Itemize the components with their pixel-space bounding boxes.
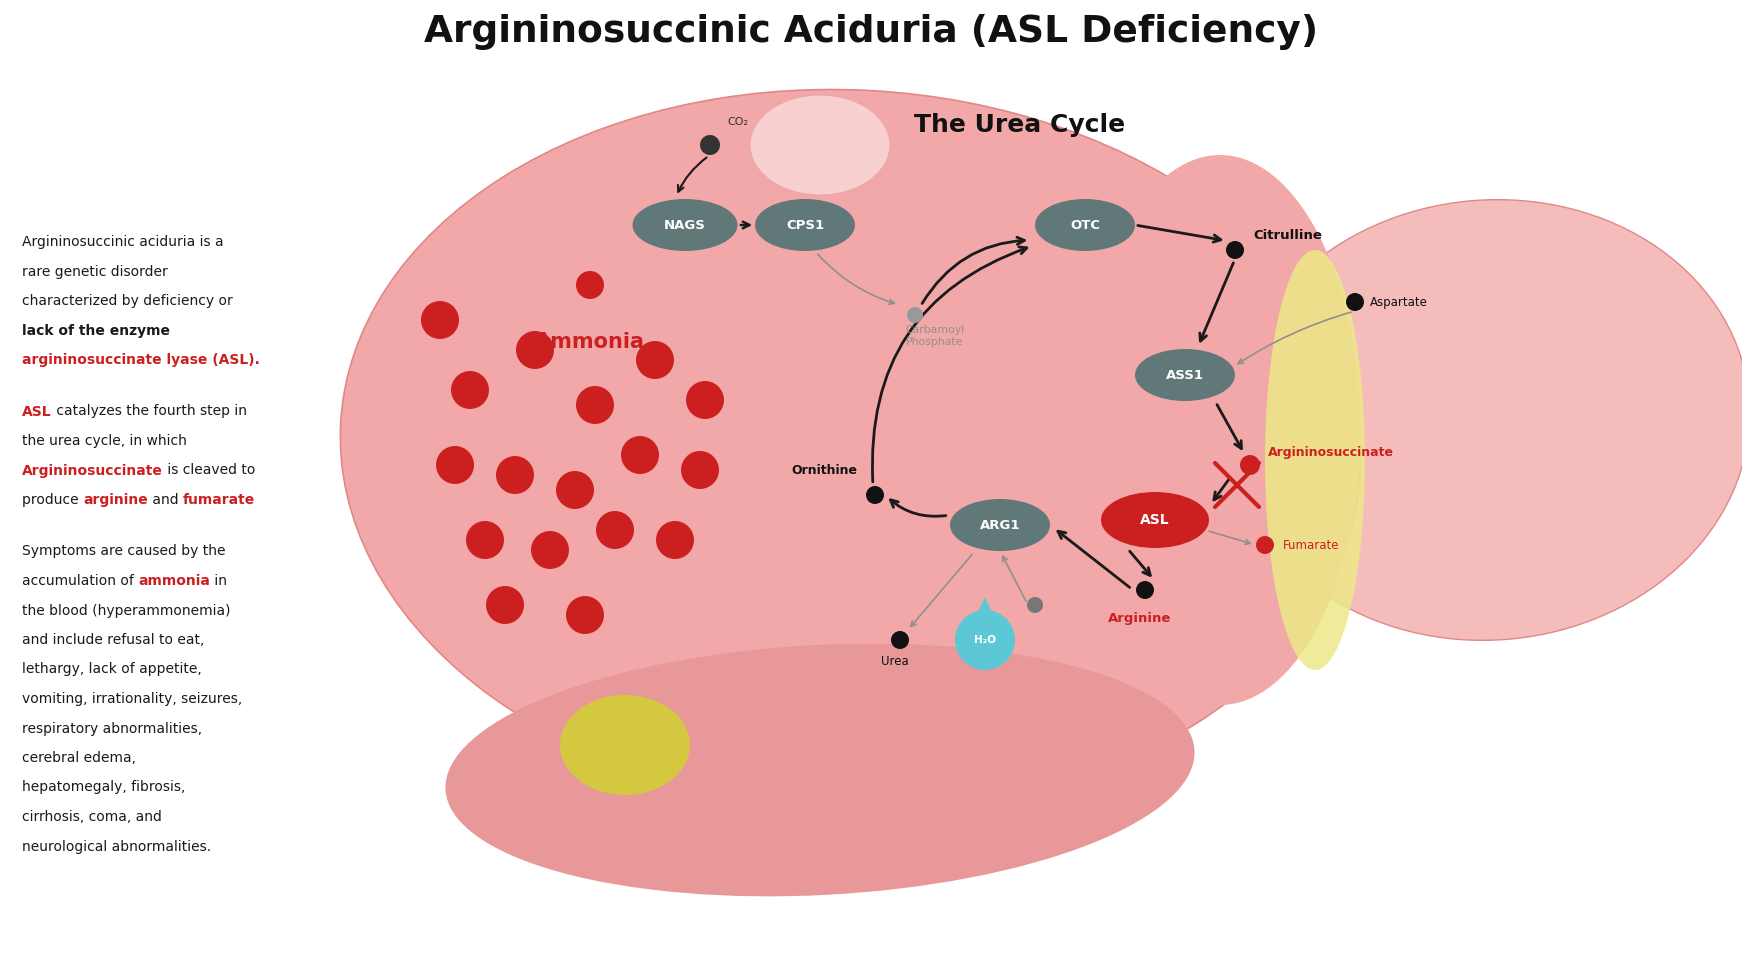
Text: Fumarate: Fumarate: [1284, 538, 1340, 552]
Text: The Urea Cycle: The Urea Cycle: [915, 113, 1125, 137]
Circle shape: [422, 301, 458, 339]
Text: Carbamoyl
Phosphate: Carbamoyl Phosphate: [906, 325, 965, 347]
Ellipse shape: [949, 499, 1050, 551]
Text: catalyzes the fourth step in: catalyzes the fourth step in: [52, 405, 247, 418]
Text: Argininosuccinate: Argininosuccinate: [23, 464, 162, 477]
Circle shape: [908, 307, 923, 323]
Ellipse shape: [1136, 349, 1235, 401]
Text: is cleaved to: is cleaved to: [162, 464, 256, 477]
Ellipse shape: [340, 89, 1361, 810]
Circle shape: [890, 631, 909, 649]
Text: produce: produce: [23, 493, 84, 507]
Ellipse shape: [446, 644, 1195, 897]
Circle shape: [700, 135, 719, 155]
Circle shape: [556, 471, 594, 509]
Text: the blood (hyperammonemia): the blood (hyperammonemia): [23, 604, 230, 617]
Circle shape: [577, 386, 613, 424]
Text: characterized by deficiency or: characterized by deficiency or: [23, 294, 233, 308]
Text: cerebral edema,: cerebral edema,: [23, 751, 136, 765]
Text: and include refusal to eat,: and include refusal to eat,: [23, 633, 204, 647]
Circle shape: [1136, 581, 1153, 599]
Circle shape: [451, 371, 490, 409]
Text: arginine: arginine: [84, 493, 148, 507]
Circle shape: [486, 586, 524, 624]
Circle shape: [686, 381, 725, 419]
Text: in: in: [211, 574, 226, 588]
Circle shape: [636, 341, 674, 379]
Text: ARG1: ARG1: [979, 518, 1021, 531]
Circle shape: [955, 610, 1016, 670]
Polygon shape: [965, 597, 1005, 640]
Text: CO₂: CO₂: [726, 117, 747, 127]
Text: Symptoms are caused by the: Symptoms are caused by the: [23, 545, 225, 559]
Circle shape: [496, 456, 535, 494]
Ellipse shape: [1101, 492, 1209, 548]
Ellipse shape: [632, 199, 737, 251]
Text: Ornithine: Ornithine: [791, 464, 857, 477]
Circle shape: [436, 446, 474, 484]
Circle shape: [577, 271, 604, 299]
Text: NAGS: NAGS: [664, 219, 706, 231]
Text: Argininosuccinate: Argininosuccinate: [1268, 446, 1394, 459]
Text: CPS1: CPS1: [786, 219, 824, 231]
Ellipse shape: [751, 95, 890, 195]
Text: the urea cycle, in which: the urea cycle, in which: [23, 434, 186, 448]
Circle shape: [516, 331, 554, 369]
Text: Urea: Urea: [881, 655, 909, 668]
Text: lethargy, lack of appetite,: lethargy, lack of appetite,: [23, 662, 202, 676]
Text: accumulation of: accumulation of: [23, 574, 138, 588]
Text: H₂O: H₂O: [974, 635, 996, 645]
Text: ammonia: ammonia: [138, 574, 211, 588]
Text: argininosuccinate lyase (ASL).: argininosuccinate lyase (ASL).: [23, 353, 260, 367]
Circle shape: [1028, 597, 1043, 613]
Circle shape: [467, 521, 503, 559]
Circle shape: [1240, 455, 1259, 475]
Text: cirrhosis, coma, and: cirrhosis, coma, and: [23, 810, 162, 824]
Circle shape: [1226, 241, 1244, 259]
Circle shape: [566, 596, 604, 634]
Circle shape: [1347, 293, 1364, 311]
Text: Arginine: Arginine: [1108, 612, 1172, 625]
Text: Citrulline: Citrulline: [1252, 229, 1322, 242]
Text: rare genetic disorder: rare genetic disorder: [23, 265, 167, 278]
Text: respiratory abnormalities,: respiratory abnormalities,: [23, 721, 202, 736]
Text: Argininosuccinic aciduria is a: Argininosuccinic aciduria is a: [23, 235, 223, 249]
Circle shape: [681, 451, 719, 489]
Ellipse shape: [754, 199, 855, 251]
Circle shape: [596, 511, 634, 549]
Circle shape: [531, 531, 570, 569]
Ellipse shape: [559, 695, 690, 795]
Text: ASS1: ASS1: [1165, 368, 1204, 381]
Text: ASL: ASL: [1141, 513, 1171, 527]
Text: ASL: ASL: [23, 405, 52, 418]
Text: Aspartate: Aspartate: [1369, 296, 1428, 309]
Text: Argininosuccinic Aciduria (ASL Deficiency): Argininosuccinic Aciduria (ASL Deficienc…: [423, 14, 1319, 50]
Text: and: and: [148, 493, 183, 507]
Text: OTC: OTC: [1070, 219, 1099, 231]
Circle shape: [1256, 536, 1273, 554]
Ellipse shape: [1080, 155, 1361, 705]
Text: lack of the enzyme: lack of the enzyme: [23, 323, 171, 337]
Text: Ammonia: Ammonia: [535, 332, 645, 352]
Circle shape: [620, 436, 658, 474]
Text: fumarate: fumarate: [183, 493, 254, 507]
Ellipse shape: [1035, 199, 1136, 251]
Circle shape: [657, 521, 693, 559]
Circle shape: [866, 486, 883, 504]
Text: vomiting, irrationality, seizures,: vomiting, irrationality, seizures,: [23, 692, 242, 706]
Text: hepatomegaly, fibrosis,: hepatomegaly, fibrosis,: [23, 780, 185, 795]
Ellipse shape: [1265, 250, 1366, 670]
Ellipse shape: [1230, 200, 1742, 640]
Text: neurological abnormalities.: neurological abnormalities.: [23, 840, 211, 854]
